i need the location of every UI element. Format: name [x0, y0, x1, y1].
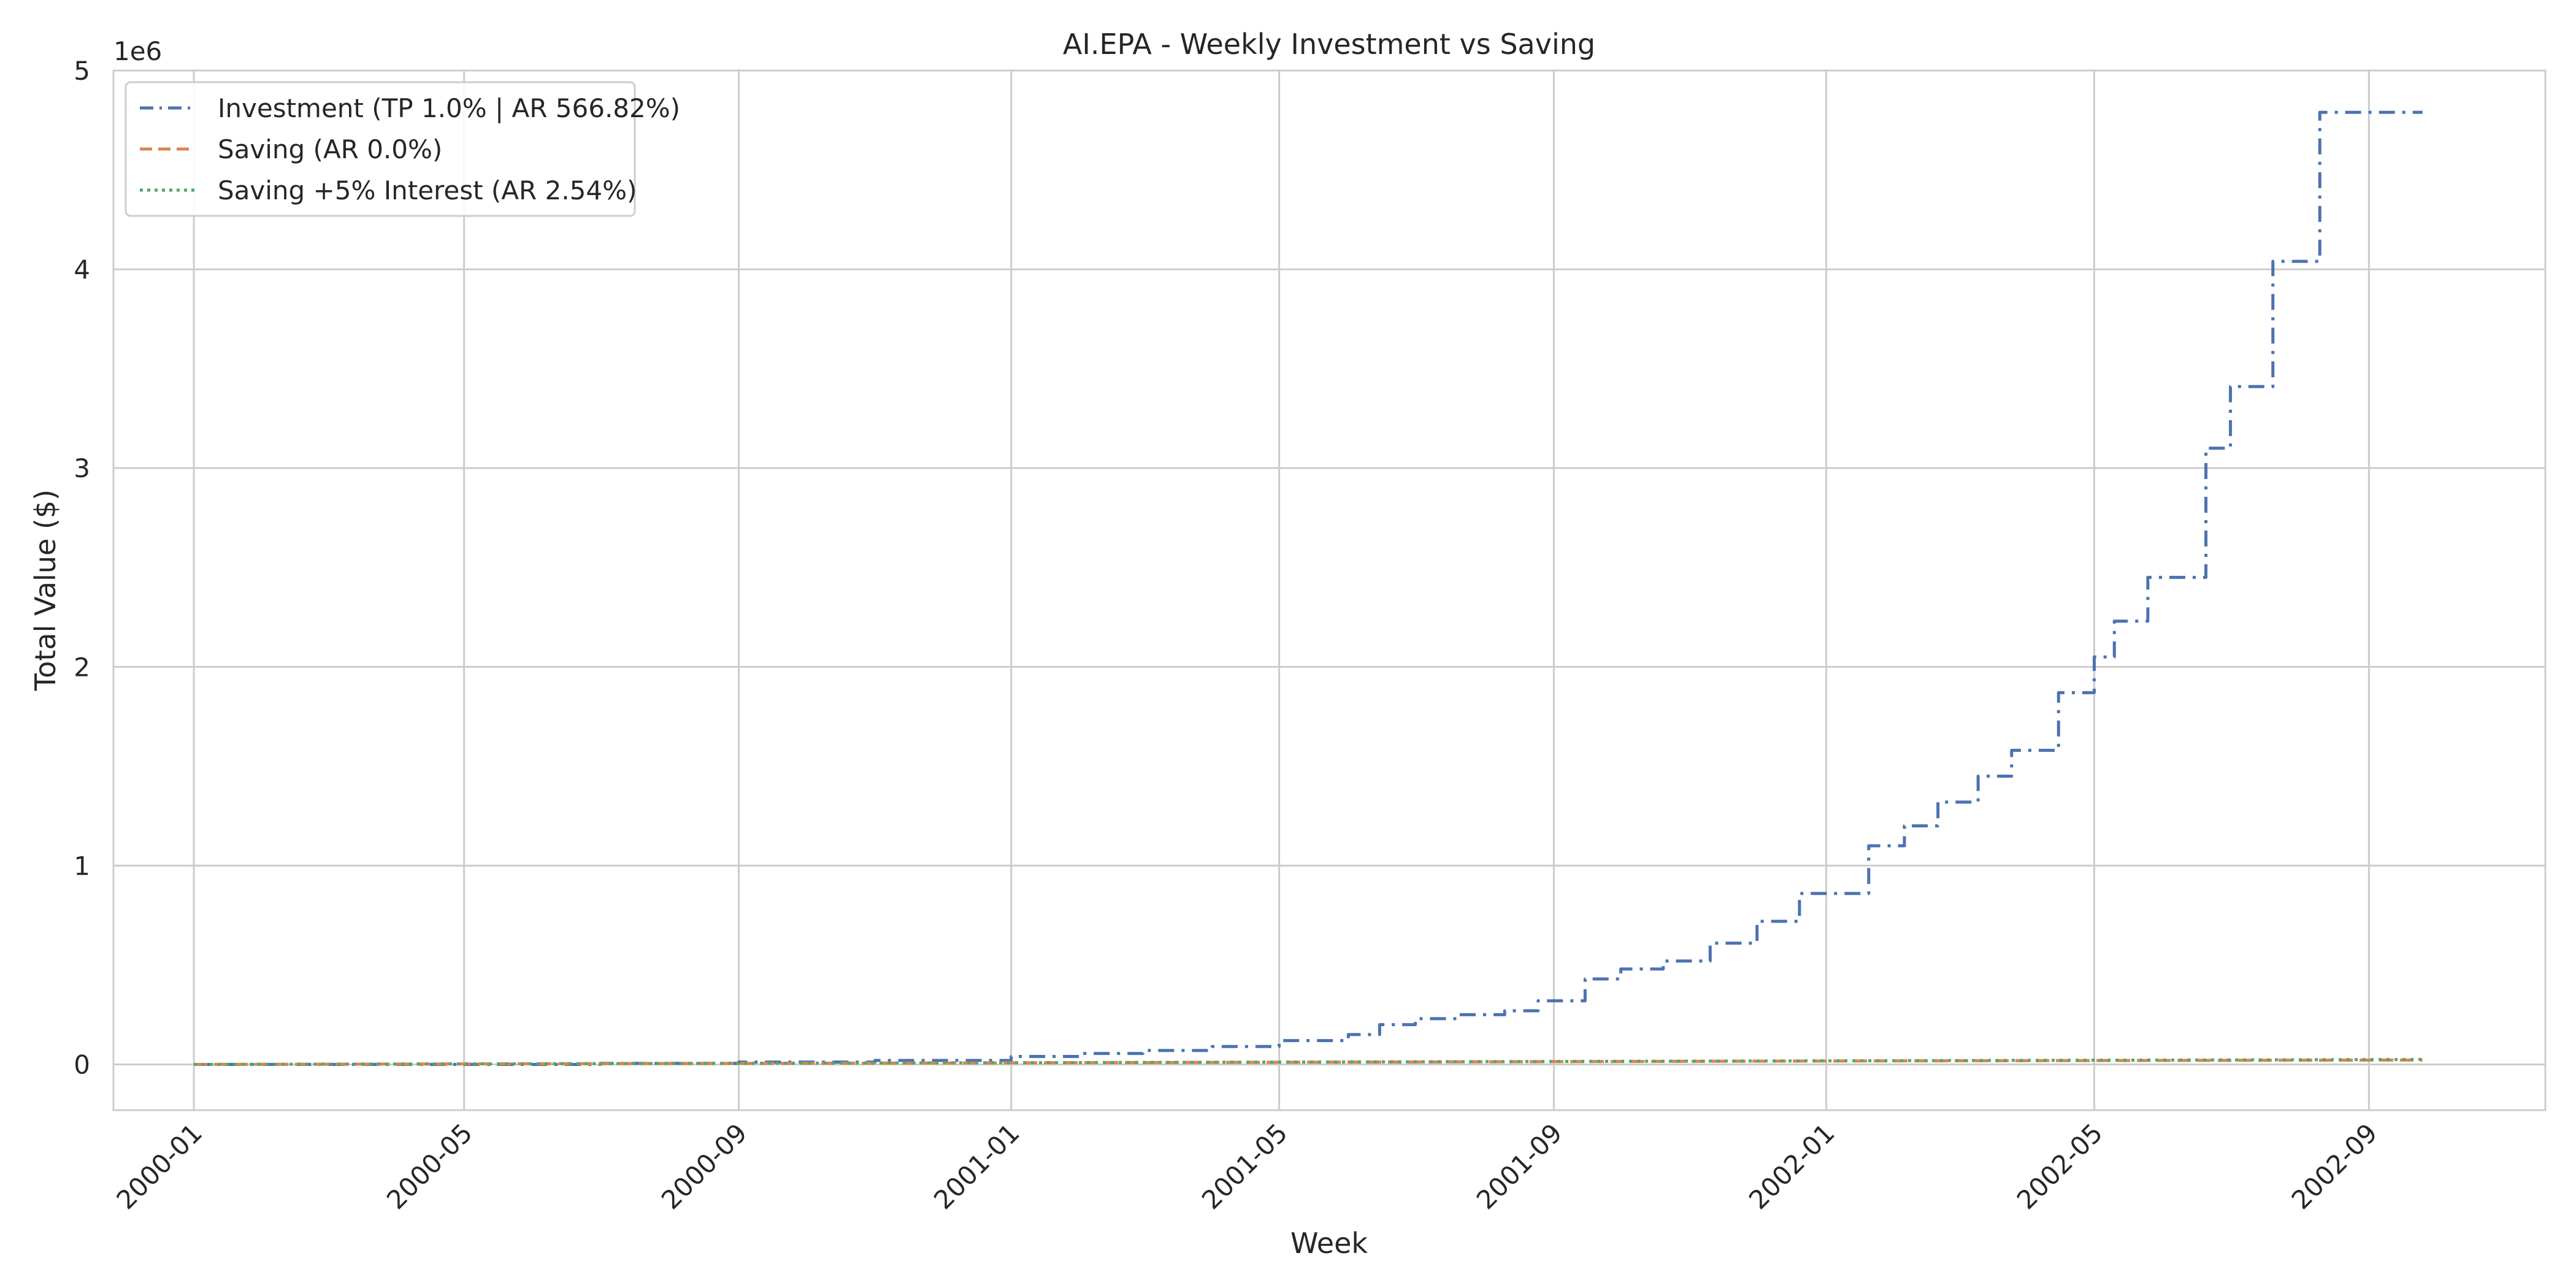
grid — [113, 69, 2545, 1110]
series-line-2 — [194, 1057, 2423, 1066]
x-tick-label: 2002-05 — [2011, 1117, 2109, 1215]
y-tick-label: 5 — [74, 56, 90, 86]
legend: Investment (TP 1.0% | AR 566.82%) Saving… — [125, 81, 680, 217]
y-tick-label: 1 — [74, 851, 90, 881]
y-tick-label: 4 — [74, 255, 90, 285]
x-tick-label: 2000-01 — [110, 1117, 208, 1215]
x-tick-label: 2000-05 — [381, 1117, 478, 1215]
legend-box — [125, 81, 636, 217]
y-tick-label: 0 — [74, 1049, 90, 1079]
x-tick-label: 2002-09 — [2286, 1117, 2383, 1215]
x-tick-label: 2001-05 — [1196, 1117, 1294, 1215]
chart-title: AI.EPA - Weekly Investment vs Saving — [1063, 28, 1595, 61]
series-lines — [194, 110, 2423, 1066]
y-axis-label: Total Value ($) — [29, 489, 62, 691]
series-line-0 — [194, 110, 2423, 1066]
legend-label-saving-interest: Saving +5% Interest (AR 2.54%) — [218, 175, 637, 205]
x-tick-label: 2000-09 — [656, 1117, 753, 1215]
legend-label-saving: Saving (AR 0.0%) — [218, 134, 442, 164]
x-tick-label: 2001-01 — [928, 1117, 1025, 1215]
x-tick-label: 2002-01 — [1743, 1117, 1841, 1215]
y-tick-label: 2 — [74, 652, 90, 682]
ticks: 2000-01 2000-05 2000-09 2001-01 2001-05 2001-… — [74, 56, 2383, 1215]
y-tick-label: 3 — [74, 453, 90, 483]
x-axis-label: Week — [1290, 1227, 1368, 1260]
x-tick-label: 2001-09 — [1471, 1117, 1568, 1215]
plot-frame — [112, 69, 2547, 1111]
y-axis-offset-label: 1e6 — [113, 36, 162, 66]
legend-label-investment: Investment (TP 1.0% | AR 566.82%) — [218, 93, 680, 123]
